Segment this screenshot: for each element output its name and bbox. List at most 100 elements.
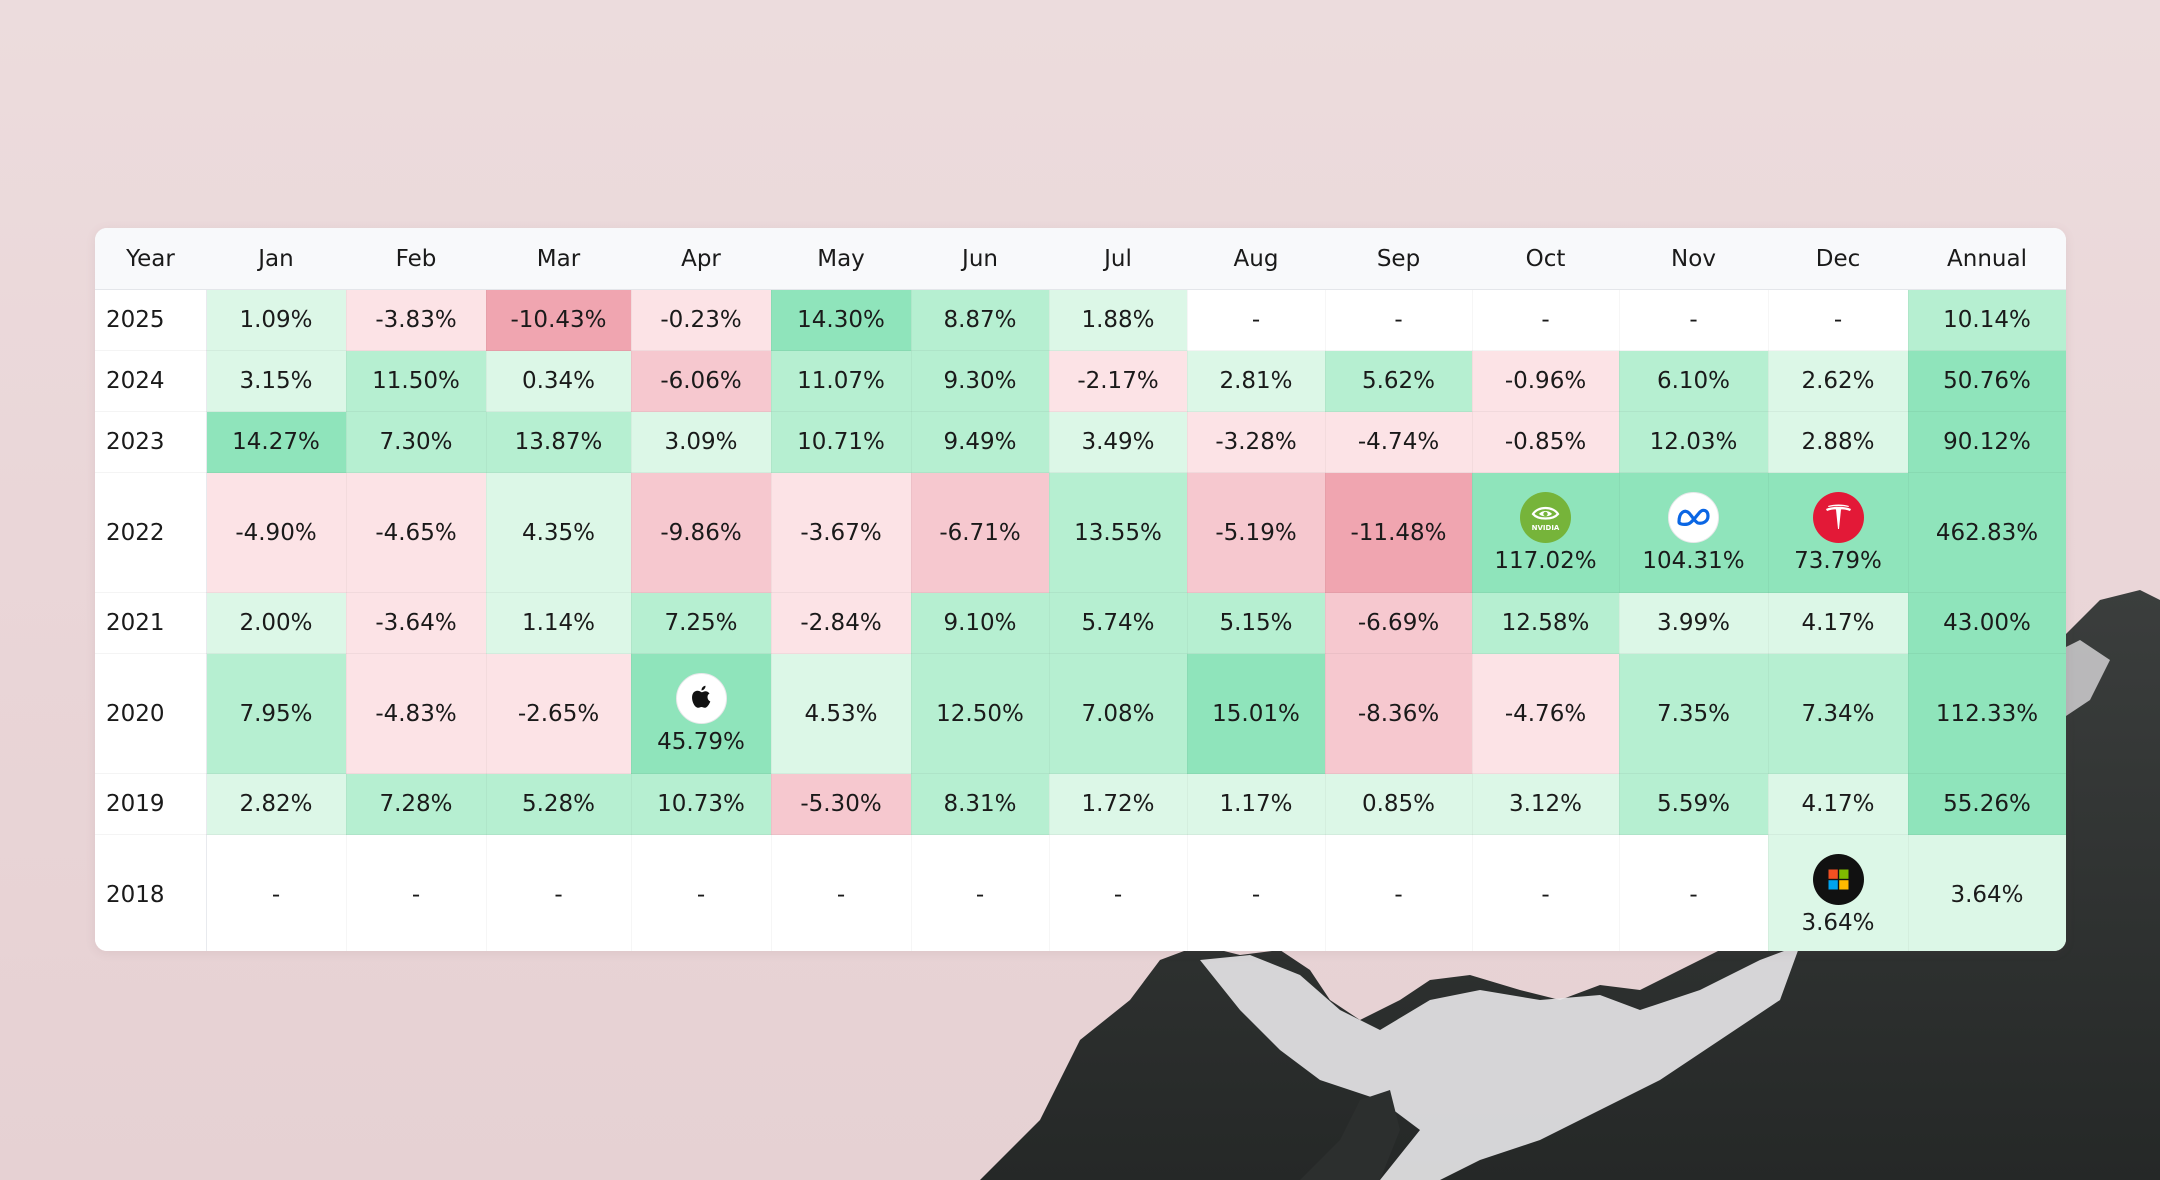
month-return-cell: - bbox=[911, 834, 1049, 951]
month-return-cell: -3.83% bbox=[346, 289, 486, 351]
month-return-cell: 2.88% bbox=[1768, 411, 1908, 473]
month-return-cell: 13.55% bbox=[1049, 472, 1187, 593]
annual-return-cell: 90.12% bbox=[1908, 411, 2066, 473]
month-return-cell: -3.67% bbox=[771, 472, 911, 593]
month-return-cell: -4.65% bbox=[346, 472, 486, 593]
header-year: Year bbox=[95, 228, 206, 290]
table-row: 2022 -4.90% -4.65% 4.35% -9.86% -3.67% -6.71% 1… bbox=[95, 472, 2066, 593]
month-return-cell: 4.17% bbox=[1768, 773, 1908, 835]
month-return-cell: 10.73% bbox=[631, 773, 771, 835]
month-return-cell: 4.17% bbox=[1768, 592, 1908, 654]
month-return-cell: 7.95% bbox=[206, 653, 346, 774]
header-annual: Annual bbox=[1908, 228, 2066, 290]
month-return-cell: NVIDIA 117.02% bbox=[1472, 472, 1619, 593]
return-value: 117.02% bbox=[1494, 547, 1597, 574]
month-return-cell: - bbox=[206, 834, 346, 951]
tesla-logo-icon bbox=[1812, 491, 1864, 543]
header-month-mar: Mar bbox=[486, 228, 631, 290]
table-row: 2019 2.82% 7.28% 5.28% 10.73% -5.30% 8.31% 1.72… bbox=[95, 773, 2066, 835]
month-return-cell: -2.84% bbox=[771, 592, 911, 654]
return-value: 3.64% bbox=[1801, 909, 1875, 936]
month-return-cell: -2.65% bbox=[486, 653, 631, 774]
month-return-cell: 12.03% bbox=[1619, 411, 1768, 473]
month-return-cell: 0.85% bbox=[1325, 773, 1472, 835]
header-month-oct: Oct bbox=[1472, 228, 1619, 290]
month-return-cell: 9.30% bbox=[911, 350, 1049, 412]
header-month-dec: Dec bbox=[1768, 228, 1908, 290]
month-return-cell: - bbox=[1187, 289, 1325, 351]
month-return-cell: 7.30% bbox=[346, 411, 486, 473]
month-return-cell: 5.74% bbox=[1049, 592, 1187, 654]
month-return-cell: - bbox=[1325, 834, 1472, 951]
apple-logo-icon bbox=[675, 672, 727, 724]
month-return-cell: -0.96% bbox=[1472, 350, 1619, 412]
header-month-jul: Jul bbox=[1049, 228, 1187, 290]
header-month-may: May bbox=[771, 228, 911, 290]
month-return-cell: 7.35% bbox=[1619, 653, 1768, 774]
header-month-jan: Jan bbox=[206, 228, 346, 290]
table-row: 2024 3.15% 11.50% 0.34% -6.06% 11.07% 9.30% -2.… bbox=[95, 350, 2066, 412]
month-return-cell: 8.87% bbox=[911, 289, 1049, 351]
month-return-cell: 5.15% bbox=[1187, 592, 1325, 654]
header-month-feb: Feb bbox=[346, 228, 486, 290]
month-return-cell: -0.85% bbox=[1472, 411, 1619, 473]
month-return-cell: 4.53% bbox=[771, 653, 911, 774]
header-row: Year Jan Feb Mar Apr May Jun Jul Aug Sep… bbox=[95, 228, 2066, 290]
month-return-cell: 9.49% bbox=[911, 411, 1049, 473]
month-return-cell: -10.43% bbox=[486, 289, 631, 351]
month-return-cell: 7.25% bbox=[631, 592, 771, 654]
month-return-cell: 5.28% bbox=[486, 773, 631, 835]
month-return-cell: - bbox=[1049, 834, 1187, 951]
month-return-cell: 3.99% bbox=[1619, 592, 1768, 654]
month-return-cell: 3.09% bbox=[631, 411, 771, 473]
month-return-cell: 2.82% bbox=[206, 773, 346, 835]
month-return-cell: 3.15% bbox=[206, 350, 346, 412]
month-return-cell: 7.08% bbox=[1049, 653, 1187, 774]
month-return-cell: 2.00% bbox=[206, 592, 346, 654]
month-return-cell: 12.50% bbox=[911, 653, 1049, 774]
month-return-cell: - bbox=[1187, 834, 1325, 951]
month-return-cell: 7.34% bbox=[1768, 653, 1908, 774]
month-return-cell: - bbox=[1472, 289, 1619, 351]
month-return-cell: 3.64% bbox=[1768, 834, 1908, 951]
table-row: 2025 1.09% -3.83% -10.43% -0.23% 14.30% 8.87% 1… bbox=[95, 289, 2066, 351]
month-return-cell: 8.31% bbox=[911, 773, 1049, 835]
month-return-cell: - bbox=[486, 834, 631, 951]
nvidia-logo-icon: NVIDIA bbox=[1520, 491, 1571, 543]
month-return-cell: -4.76% bbox=[1472, 653, 1619, 774]
month-return-cell: 73.79% bbox=[1768, 472, 1908, 593]
month-return-cell: 0.34% bbox=[486, 350, 631, 412]
svg-text:NVIDIA: NVIDIA bbox=[1532, 524, 1560, 532]
month-return-cell: -4.83% bbox=[346, 653, 486, 774]
month-return-cell: 11.50% bbox=[346, 350, 486, 412]
month-return-cell: -8.36% bbox=[1325, 653, 1472, 774]
month-return-cell: -6.71% bbox=[911, 472, 1049, 593]
month-return-cell: - bbox=[1325, 289, 1472, 351]
header-month-nov: Nov bbox=[1619, 228, 1768, 290]
microsoft-logo-icon bbox=[1812, 853, 1864, 905]
month-return-cell: 104.31% bbox=[1619, 472, 1768, 593]
header-month-apr: Apr bbox=[631, 228, 771, 290]
month-return-cell: 15.01% bbox=[1187, 653, 1325, 774]
month-return-cell: 6.10% bbox=[1619, 350, 1768, 412]
month-return-cell: - bbox=[346, 834, 486, 951]
row-year: 2018 bbox=[95, 834, 207, 951]
month-return-cell: 13.87% bbox=[486, 411, 631, 473]
month-return-cell: 12.58% bbox=[1472, 592, 1619, 654]
month-return-cell: -5.19% bbox=[1187, 472, 1325, 593]
month-return-cell: -3.64% bbox=[346, 592, 486, 654]
row-year: 2020 bbox=[95, 653, 207, 774]
table-row: 2021 2.00% -3.64% 1.14% 7.25% -2.84% 9.10% 5.74… bbox=[95, 592, 2066, 654]
month-return-cell: 1.17% bbox=[1187, 773, 1325, 835]
month-return-cell: - bbox=[1472, 834, 1619, 951]
header-month-aug: Aug bbox=[1187, 228, 1325, 290]
month-return-cell: -3.28% bbox=[1187, 411, 1325, 473]
annual-return-cell: 55.26% bbox=[1908, 773, 2066, 835]
month-return-cell: -5.30% bbox=[771, 773, 911, 835]
month-return-cell: 14.27% bbox=[206, 411, 346, 473]
returns-table-panel: Year Jan Feb Mar Apr May Jun Jul Aug Sep… bbox=[95, 228, 2066, 951]
table-row: 2018- - - - - - - - - - -3.64% 3.64% bbox=[95, 834, 2066, 951]
month-return-cell: 1.14% bbox=[486, 592, 631, 654]
annual-return-cell: 50.76% bbox=[1908, 350, 2066, 412]
month-return-cell: -4.90% bbox=[206, 472, 346, 593]
